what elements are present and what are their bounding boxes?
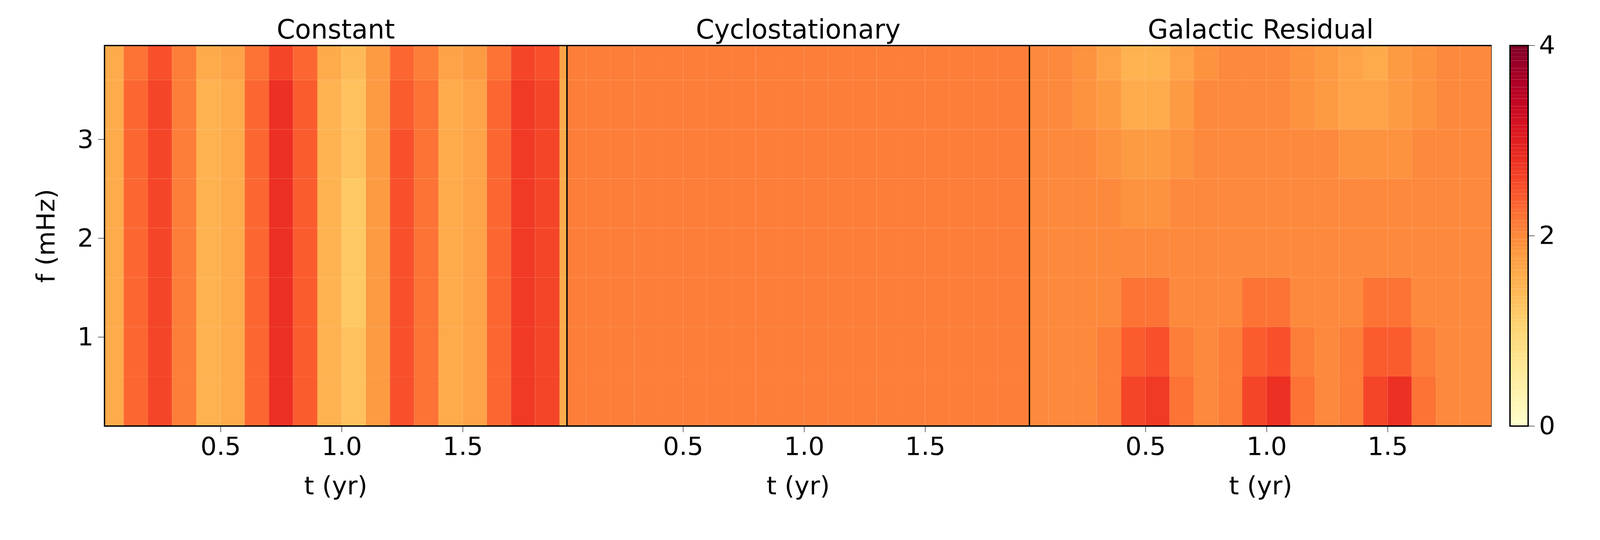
svg-text:t (yr): t (yr) — [304, 471, 368, 501]
svg-text:0.5: 0.5 — [1125, 431, 1166, 462]
svg-text:f (mHz): f (mHz) — [30, 189, 61, 283]
svg-text:0.5: 0.5 — [200, 431, 241, 462]
svg-text:1.0: 1.0 — [1246, 431, 1287, 462]
svg-text:1.0: 1.0 — [321, 431, 362, 462]
svg-text:0.5: 0.5 — [662, 431, 704, 462]
svg-text:4: 4 — [1539, 29, 1556, 60]
svg-text:1.5: 1.5 — [442, 431, 483, 462]
svg-text:t (yr): t (yr) — [1229, 471, 1293, 501]
svg-text:Cyclostationary: Cyclostationary — [695, 14, 901, 45]
svg-text:1.5: 1.5 — [904, 431, 946, 462]
svg-text:Constant: Constant — [276, 14, 395, 45]
svg-text:1.0: 1.0 — [783, 431, 825, 462]
svg-text:2: 2 — [77, 223, 94, 253]
svg-text:0: 0 — [1539, 410, 1556, 441]
svg-text:Galactic Residual: Galactic Residual — [1147, 14, 1374, 45]
svg-text:1: 1 — [77, 321, 94, 352]
svg-text:3: 3 — [77, 124, 94, 154]
svg-text:2: 2 — [1539, 220, 1556, 250]
svg-text:t (yr): t (yr) — [766, 471, 831, 501]
svg-text:1.5: 1.5 — [1367, 431, 1408, 462]
